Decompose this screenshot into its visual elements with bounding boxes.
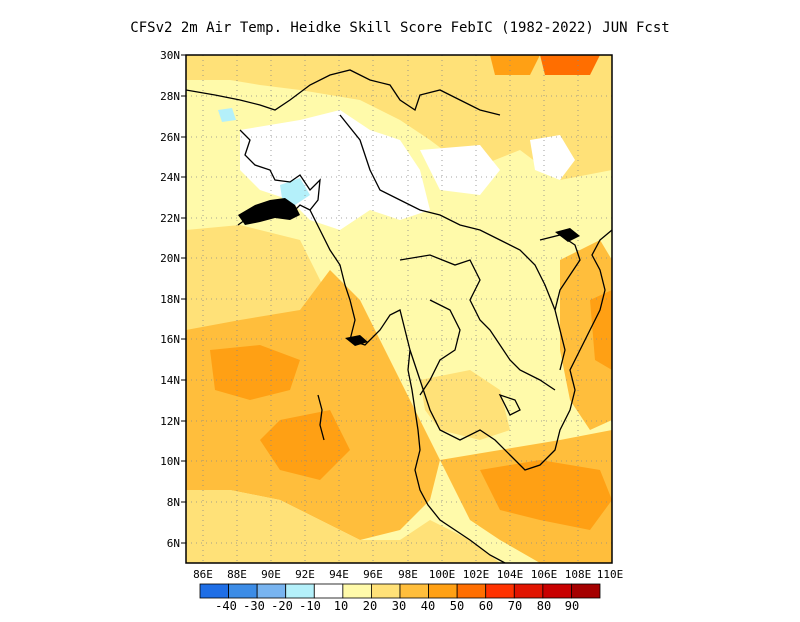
field-bay-deep — [210, 345, 300, 400]
coastlines-borders — [186, 69, 612, 563]
colorbar-label: 60 — [479, 599, 493, 613]
lon-label: 94E — [329, 568, 349, 581]
field-white-north — [240, 110, 430, 230]
colorbar-label: 40 — [421, 599, 435, 613]
field-thailand-south — [420, 370, 510, 440]
lon-label: 100E — [429, 568, 456, 581]
colorbar-swatch — [285, 583, 315, 599]
lat-label: 6N — [167, 537, 180, 550]
colorbar-swatch — [256, 583, 287, 599]
field-central — [300, 210, 612, 360]
colorbar-label: -20 — [271, 599, 293, 613]
lat-label: 10N — [160, 455, 180, 468]
lat-label: 30N — [160, 49, 180, 62]
lon-label: 90E — [261, 568, 281, 581]
field-blue-spot — [280, 178, 310, 205]
colorbar-label: -10 — [299, 599, 321, 613]
lon-label: 106E — [531, 568, 558, 581]
lat-ticks — [181, 54, 186, 544]
colorbar-label: 70 — [508, 599, 522, 613]
colorbar-label: 20 — [363, 599, 377, 613]
lat-label: 22N — [160, 212, 180, 225]
lat-label: 28N — [160, 90, 180, 103]
lat-label: 24N — [160, 171, 180, 184]
colorbar-swatch — [199, 583, 229, 599]
colorbar-labels: -40 -30 -20 -10 10 20 30 40 50 60 70 80 … — [215, 599, 579, 613]
lon-label: 110E — [597, 568, 624, 581]
field-north-band — [186, 55, 612, 180]
colorbar-swatch — [571, 583, 601, 599]
colorbar-swatch — [399, 583, 429, 599]
colorbar-label: 50 — [450, 599, 464, 613]
colorbar-swatch — [228, 583, 258, 599]
field-white-ne — [420, 145, 500, 195]
lat-label: 12N — [160, 415, 180, 428]
colorbar-swatch — [342, 583, 372, 599]
colorbar-swatch — [313, 583, 344, 599]
lat-label: 18N — [160, 293, 180, 306]
field-south-west — [186, 490, 500, 563]
lat-labels: 30N 28N 26N 24N 22N 20N 18N 16N 14N 12N … — [160, 49, 180, 550]
lon-label: 86E — [193, 568, 213, 581]
plot-frame — [185, 54, 613, 564]
lon-label: 104E — [497, 568, 524, 581]
colorbar — [199, 583, 601, 599]
colorbar-swatch — [456, 583, 487, 599]
colorbar-swatch — [542, 583, 572, 599]
field-blue-spot-2 — [218, 108, 236, 122]
lon-label: 88E — [227, 568, 247, 581]
lon-label: 98E — [398, 568, 418, 581]
colorbar-label: -40 — [215, 599, 237, 613]
colorbar-label: 80 — [537, 599, 551, 613]
delta-marks — [238, 198, 580, 346]
lat-label: 20N — [160, 252, 180, 265]
lon-label: 102E — [463, 568, 490, 581]
lon-label: 96E — [363, 568, 383, 581]
colorbar-swatch — [513, 583, 544, 599]
colorbar-label: 30 — [392, 599, 406, 613]
colorbar-swatch — [428, 583, 458, 599]
field-vietnam-deep — [590, 290, 612, 370]
field-north-orange — [490, 55, 540, 75]
lat-label: 16N — [160, 333, 180, 346]
lon-label: 108E — [565, 568, 592, 581]
lat-label: 8N — [167, 496, 180, 509]
colorbar-swatch — [485, 583, 515, 599]
colorbar-label: -30 — [243, 599, 265, 613]
field-south-deep — [480, 460, 612, 530]
field-north-red — [540, 55, 600, 75]
shaded-field — [186, 55, 612, 563]
lon-labels: 86E 88E 90E 92E 94E 96E 98E 100E 102E 10… — [193, 568, 623, 581]
colorbar-swatch — [371, 583, 401, 599]
field-andaman — [186, 270, 440, 540]
colorbar-label: 10 — [334, 599, 348, 613]
lat-label: 26N — [160, 131, 180, 144]
lon-label: 92E — [295, 568, 315, 581]
map-title: CFSv2 2m Air Temp. Heidke Skill Score Fe… — [130, 20, 670, 36]
colorbar-label: 90 — [565, 599, 579, 613]
lat-label: 14N — [160, 374, 180, 387]
field-white-e — [530, 135, 575, 180]
